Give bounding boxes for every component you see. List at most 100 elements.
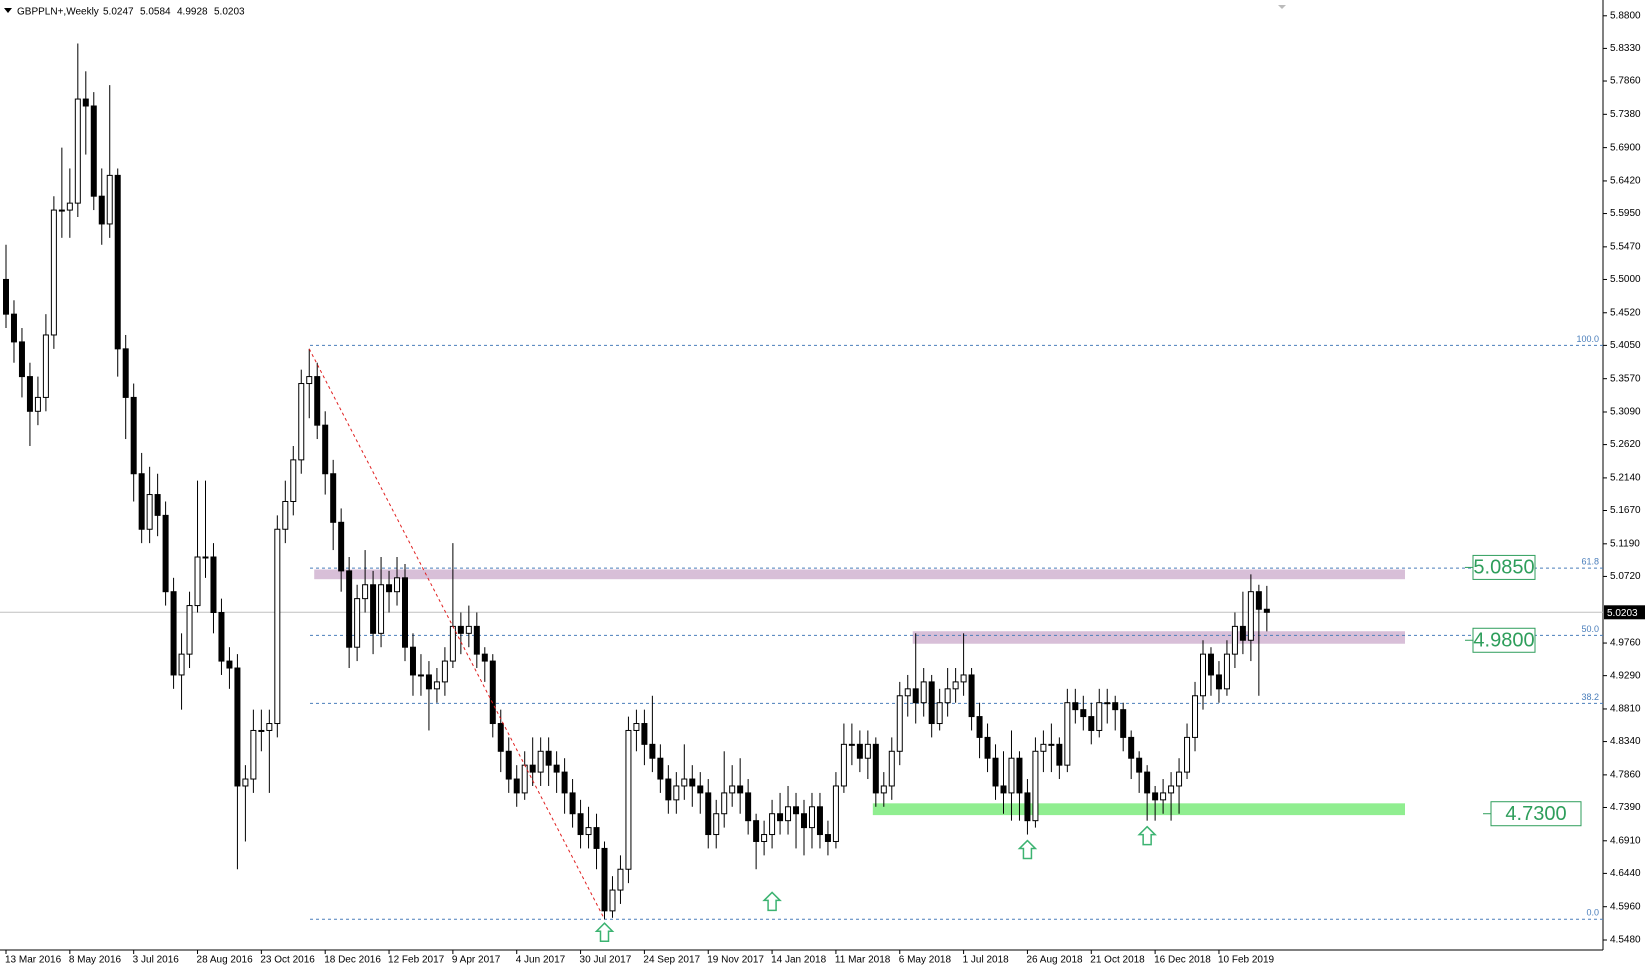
candle-body (234, 667, 241, 787)
symbol-menu-arrow[interactable] (4, 8, 12, 13)
zone-label-box (1490, 801, 1582, 827)
candle-body (737, 785, 744, 794)
candle-body (1024, 792, 1031, 822)
candle-body (641, 723, 648, 745)
candle-body (1120, 709, 1127, 738)
candle-body (258, 729, 265, 732)
up-arrow-marker (1137, 825, 1157, 846)
candle-body (585, 827, 592, 836)
x-tick-label: 23 Oct 2016 (260, 955, 315, 966)
candle-body (378, 584, 385, 634)
y-tick-label: 5.5950 (1610, 208, 1641, 219)
candle-body (1048, 743, 1055, 746)
candle-body (42, 334, 49, 398)
candle-body (409, 646, 416, 676)
candle-body (202, 556, 209, 559)
y-tick-label: 5.4520 (1610, 307, 1641, 318)
candle-body (976, 716, 983, 738)
candle-body (689, 778, 696, 787)
candle-body (106, 174, 113, 225)
up-arrow-marker (762, 891, 782, 912)
up-arrow-marker (1017, 839, 1038, 860)
candle-body (465, 625, 472, 634)
x-tick-label: 1 Jul 2018 (963, 955, 1010, 966)
candle-body (266, 723, 273, 731)
candle-body (274, 528, 281, 725)
candle-body (593, 827, 600, 849)
candle-body (82, 98, 89, 107)
candle-body (314, 376, 321, 426)
candle-body (1128, 736, 1135, 759)
candle-body (1263, 608, 1270, 613)
candle-body (1096, 702, 1103, 731)
candle-body (226, 660, 233, 669)
candle-body (290, 459, 297, 502)
candle-body (114, 174, 121, 350)
fib-label: 0.0 (1586, 908, 1599, 918)
candles (3, 43, 1270, 920)
candle-body (521, 764, 528, 794)
up-arrow-marker (594, 922, 615, 942)
candle-body (561, 771, 568, 794)
y-tick-label: 5.1190 (1610, 538, 1640, 549)
candle-body (808, 806, 815, 829)
candle-body (625, 729, 632, 870)
candle-body (1040, 743, 1047, 752)
candle-body (801, 813, 807, 829)
candle-body (138, 473, 145, 530)
y-tick-label: 4.9290 (1610, 670, 1641, 681)
candle-body (497, 723, 504, 752)
x-tick-label: 18 Dec 2016 (324, 955, 381, 966)
candle-body (856, 743, 863, 759)
y-tick-label: 5.6900 (1610, 142, 1641, 153)
candle-body (936, 702, 943, 725)
candle-body (968, 674, 975, 718)
header-open: 5.0247 (103, 7, 134, 18)
candle-body (920, 681, 927, 704)
candle-body (130, 396, 137, 475)
candle-body (952, 681, 959, 690)
candle-body (681, 778, 688, 787)
candle-body (944, 688, 951, 704)
candle-body (1008, 757, 1015, 794)
x-tick-label: 26 Aug 2018 (1026, 955, 1083, 966)
x-tick-label: 19 Nov 2017 (707, 955, 764, 966)
trend-line (308, 348, 605, 920)
zone (912, 631, 1405, 644)
candle-body (816, 806, 823, 836)
candle-body (721, 792, 728, 815)
candle-body (34, 396, 41, 412)
candle-body (1016, 757, 1023, 794)
candle-body (1144, 771, 1151, 794)
candle-body (761, 834, 768, 842)
candle-body (912, 688, 919, 704)
candle-body (1088, 716, 1095, 731)
candle-body (322, 424, 329, 475)
candle-body (417, 674, 424, 677)
candle-body (306, 376, 313, 385)
current-price-label: 5.0203 (1607, 608, 1638, 619)
y-tick-label: 5.7860 (1610, 76, 1641, 87)
x-tick-label: 11 Mar 2018 (835, 955, 891, 966)
y-tick-label: 5.4050 (1610, 340, 1641, 351)
candle-body (880, 785, 887, 794)
y-tick-label: 4.6910 (1610, 835, 1641, 846)
candle-body (769, 813, 776, 836)
header-high: 5.0584 (140, 7, 171, 18)
candle-body (1168, 785, 1175, 794)
candle-body (210, 556, 217, 614)
candle-body (1176, 771, 1183, 787)
candle-body (697, 785, 704, 794)
candle-body (330, 473, 337, 523)
candle-body (601, 847, 608, 912)
candle-body (457, 625, 464, 634)
candle-body (505, 750, 512, 780)
candle-body (569, 792, 576, 815)
candle-body (1112, 702, 1119, 711)
candle-body (928, 681, 935, 725)
x-tick-label: 6 May 2018 (899, 955, 952, 966)
candle-body (848, 743, 855, 746)
candle-body (74, 98, 81, 204)
candle-body (1064, 702, 1071, 766)
